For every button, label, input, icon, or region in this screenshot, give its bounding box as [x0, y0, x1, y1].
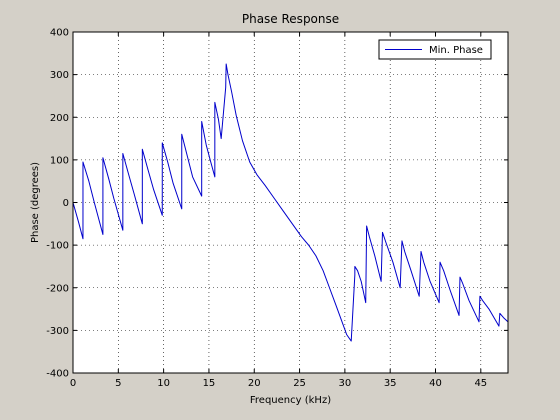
- x-tick-label: 35: [384, 378, 397, 389]
- series-layer: [72, 63, 509, 342]
- y-tick-label: 0: [63, 198, 69, 209]
- legend-label-min-phase: Min. Phase: [429, 45, 483, 56]
- legend: Min. Phase: [378, 39, 492, 60]
- y-axis-label: Phase (degrees): [30, 162, 41, 243]
- y-tick-label: 200: [50, 113, 69, 124]
- grid: [73, 32, 508, 373]
- series-line-min-phase: [72, 63, 509, 342]
- x-tick-label: 30: [339, 378, 352, 389]
- ticks: [72, 31, 508, 374]
- x-tick-label: 0: [70, 378, 76, 389]
- tick-labels: 0 5 10 15 20 25 30 35 40 45 -400 -300 -200 -100 0 100 20…: [46, 28, 487, 390]
- x-tick-label: 25: [293, 378, 306, 389]
- y-tick-label: 300: [50, 70, 69, 81]
- y-tick-label: -100: [46, 241, 69, 252]
- x-axis-label: Frequency (kHz): [250, 395, 331, 406]
- x-tick-label: 45: [474, 378, 487, 389]
- axes-background: [73, 32, 508, 373]
- x-tick-label: 10: [157, 378, 170, 389]
- x-tick-label: 5: [115, 378, 121, 389]
- y-tick-label: -200: [46, 283, 69, 294]
- chart-title: Phase Response: [242, 12, 339, 26]
- x-tick-label: 15: [203, 378, 216, 389]
- y-tick-label: 100: [50, 155, 69, 166]
- legend-box: [378, 39, 492, 60]
- x-tick-label: 20: [248, 378, 261, 389]
- y-tick-label: 400: [50, 28, 69, 39]
- y-tick-label: -400: [46, 369, 69, 380]
- x-tick-label: 40: [429, 378, 442, 389]
- y-tick-label: -300: [46, 326, 69, 337]
